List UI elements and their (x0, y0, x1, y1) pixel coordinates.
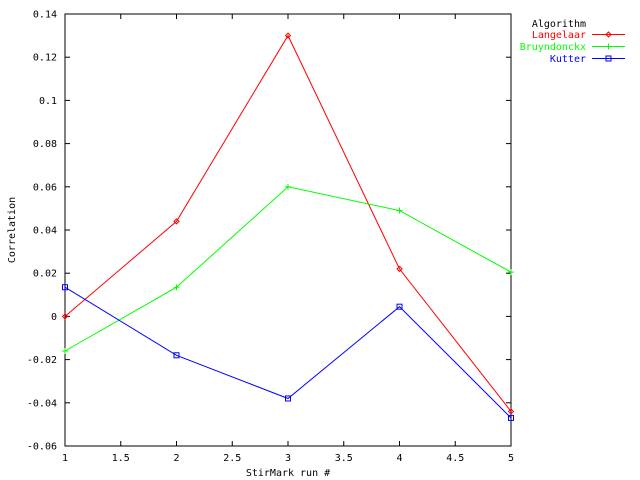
data-point-bruyndonckx (173, 284, 180, 291)
data-point-kutter (173, 352, 180, 359)
y-tick-label: 0.1 (39, 96, 57, 107)
x-tick-label: 2 (173, 453, 179, 464)
data-point-langelaar (61, 313, 69, 320)
data-point-langelaar (396, 265, 403, 273)
data-point-kutter (508, 414, 514, 421)
y-tick-label: 0 (51, 312, 57, 323)
y-tick-label: -0.04 (27, 398, 57, 409)
data-point-kutter (285, 395, 291, 402)
legend-title: Algorithm (532, 19, 586, 30)
x-axis-label: StirMark run # (246, 468, 330, 479)
x-tick-label: 4 (396, 453, 402, 464)
x-tick-label: 2.5 (223, 453, 241, 464)
y-tick-label: 0.04 (33, 226, 57, 237)
legend-label-kutter: Kutter (550, 54, 586, 65)
x-tick-label: 1 (62, 453, 68, 464)
x-tick-label: 1.5 (112, 453, 130, 464)
data-point-bruyndonckx (508, 269, 514, 276)
y-tick-label: 0.12 (33, 53, 57, 64)
series-layer (61, 32, 515, 421)
data-point-langelaar (284, 32, 292, 39)
data-point-kutter (396, 303, 403, 310)
plot-frame (64, 13, 512, 447)
data-point-langelaar (173, 218, 180, 225)
series-bruyndonckx (62, 183, 514, 354)
y-axis-label: Correlation (7, 197, 18, 263)
legend-label-bruyndonckx: Bruyndonckx (520, 42, 586, 53)
y-tick-label: 0.02 (33, 269, 57, 280)
x-tick-label: 5 (508, 453, 514, 464)
data-point-bruyndonckx (396, 207, 403, 214)
x-tick-label: 3 (285, 453, 291, 464)
data-point-bruyndonckx (62, 347, 68, 354)
series-langelaar (61, 32, 515, 415)
x-tick-label: 4.5 (446, 453, 464, 464)
y-tick-label: -0.02 (27, 355, 57, 366)
y-tick-label: 0.08 (33, 139, 57, 150)
y-tick-label: 0.14 (33, 10, 57, 21)
series-line-kutter (64, 286, 512, 419)
x-tick-label: 3.5 (335, 453, 353, 464)
data-point-kutter (62, 284, 68, 291)
legend-marker-kutter (605, 55, 612, 62)
legend-label-langelaar: Langelaar (532, 30, 586, 41)
legend-marker-langelaar (605, 31, 612, 38)
axes: 1 1.5 2 2.5 3 3.5 4 4.5 5 -0.06 -0.04 -0.02 0 0.02 0.0… (27, 10, 514, 465)
series-line-langelaar (64, 34, 512, 412)
series-kutter (62, 284, 514, 421)
data-point-langelaar (507, 408, 515, 415)
y-tick-label: -0.06 (27, 442, 57, 453)
legend-marker-bruyndonckx (605, 43, 612, 50)
data-point-bruyndonckx (285, 183, 291, 190)
y-tick-label: 0.06 (33, 182, 57, 193)
